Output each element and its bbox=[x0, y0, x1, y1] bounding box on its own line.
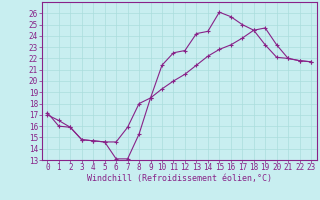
X-axis label: Windchill (Refroidissement éolien,°C): Windchill (Refroidissement éolien,°C) bbox=[87, 174, 272, 183]
